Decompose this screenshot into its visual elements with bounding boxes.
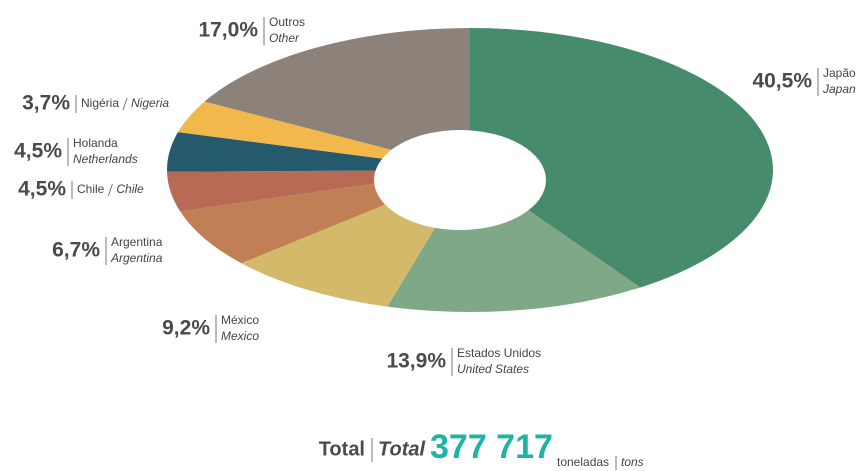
value-label: 4,5% bbox=[18, 178, 66, 201]
category-label-en: United States bbox=[457, 362, 529, 376]
category-label-en: Netherlands bbox=[73, 152, 138, 166]
value-label: 9,2% bbox=[162, 317, 210, 340]
value-label: 17,0% bbox=[198, 19, 258, 42]
total-unit-en: tons bbox=[621, 455, 644, 469]
value-label: 40,5% bbox=[752, 70, 812, 93]
category-label-en: Mexico bbox=[221, 329, 259, 343]
category-label: Argentina bbox=[111, 235, 163, 249]
category-label-en: Other bbox=[269, 31, 300, 45]
value-label: 6,7% bbox=[52, 239, 100, 262]
category-label: Outros bbox=[269, 15, 305, 29]
category-label: Holanda bbox=[73, 136, 118, 150]
slice bbox=[204, 28, 471, 170]
total-label: Total bbox=[319, 438, 365, 460]
category-label: Japão bbox=[823, 66, 856, 80]
slice bbox=[470, 28, 773, 288]
slash bbox=[122, 97, 128, 111]
total-unit: toneladas bbox=[557, 455, 609, 469]
total-value: 377 717 bbox=[430, 428, 553, 466]
donut-hole bbox=[374, 130, 546, 230]
category-label-en: Nigeria bbox=[131, 96, 169, 110]
category-label: Nigéria bbox=[81, 96, 119, 110]
slash bbox=[107, 183, 113, 197]
category-label: Chile bbox=[77, 182, 105, 196]
total-label-en: Total bbox=[378, 438, 425, 460]
category-label-en: Argentina bbox=[110, 251, 163, 265]
category-label-en: Chile bbox=[116, 182, 144, 196]
category-label: Estados Unidos bbox=[457, 346, 541, 360]
value-label: 3,7% bbox=[22, 92, 70, 115]
value-label: 13,9% bbox=[386, 350, 446, 373]
category-label-en: Japan bbox=[822, 82, 856, 96]
category-label: México bbox=[221, 313, 259, 327]
value-label: 4,5% bbox=[14, 140, 62, 163]
